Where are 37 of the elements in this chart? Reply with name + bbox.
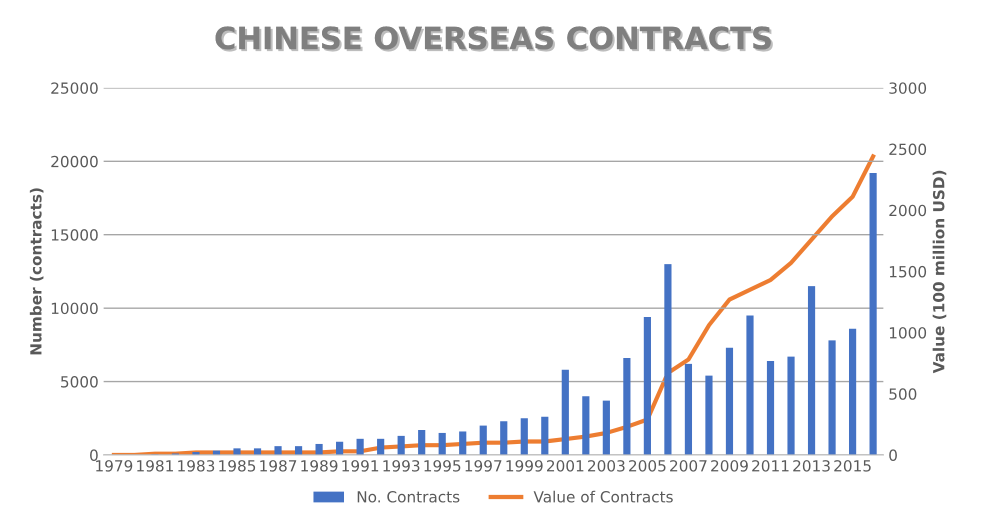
legend-label: Value of Contracts (534, 490, 673, 503)
y2-tick-label: 1500 (890, 266, 926, 278)
x-tick-label: 1981 (137, 460, 173, 472)
x-tick-label: 1991 (342, 460, 378, 472)
y-tick-label: 20000 (51, 156, 98, 168)
x-tick-label: 1983 (178, 460, 214, 472)
y-tick-label: 10000 (52, 302, 98, 314)
x-tick-label: 2001 (546, 460, 584, 472)
y-tick-label: 0 (90, 449, 98, 461)
x-tick-label: 1997 (465, 460, 502, 472)
chart-title: CHINESE OVERSEAS CONTRACTS (216, 26, 773, 52)
y-tick-label: 25000 (51, 82, 98, 94)
x-tick-label: 1995 (424, 460, 460, 472)
y2-tick-label: 0 (889, 449, 897, 461)
x-tick-label: 2015 (834, 460, 871, 472)
x-tick-label: 2013 (793, 460, 830, 472)
x-tick-label: 2007 (670, 460, 707, 472)
y-tick-label: 5000 (61, 376, 98, 388)
y2-tick-label: 2000 (889, 204, 926, 216)
y-axis-title: Number (contracts) (30, 188, 44, 354)
x-tick-label: 1993 (383, 460, 420, 472)
x-tick-label: 1989 (301, 460, 338, 472)
x-tick-label: 1987 (260, 460, 296, 472)
x-tick-label: 1979 (96, 460, 132, 472)
x-tick-label: 2011 (752, 460, 789, 472)
y2-tick-label: 3000 (889, 82, 926, 94)
x-tick-label: 2005 (629, 460, 666, 472)
y-tick-label: 15000 (52, 229, 98, 241)
legend-label: No. Contracts (358, 491, 460, 503)
x-tick-label: 2009 (711, 460, 748, 472)
y2-tick-label: 1000 (890, 327, 926, 339)
y2-tick-label: 500 (889, 388, 916, 400)
y2-axis-title: Value (100 million USD) (932, 170, 946, 374)
x-tick-label: 1999 (506, 460, 543, 472)
x-tick-label: 2003 (588, 460, 625, 472)
x-tick-label: 1985 (219, 460, 256, 472)
y2-tick-label: 2500 (889, 144, 926, 156)
